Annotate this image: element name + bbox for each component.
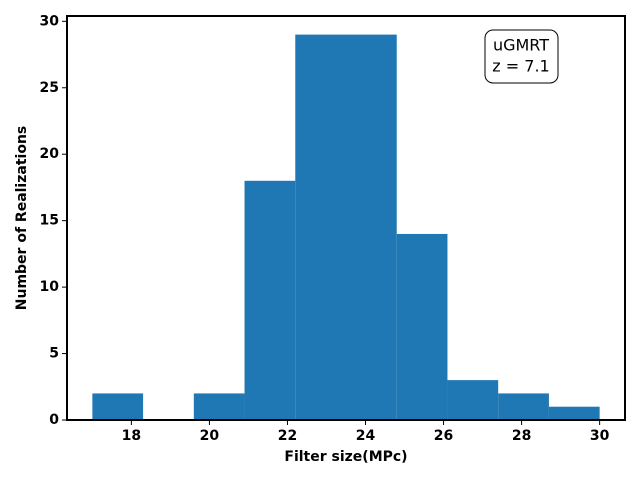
x-tick-label: 30 [590, 428, 610, 444]
y-tick-label: 15 [40, 213, 59, 229]
y-tick-label: 30 [40, 13, 60, 29]
bar [295, 34, 346, 421]
x-tick-label: 20 [200, 428, 220, 444]
x-axis-label: Filter size(MPc) [284, 449, 407, 465]
plot-frame [66, 15, 626, 421]
y-tick-label: 25 [40, 80, 59, 96]
bar [396, 233, 448, 420]
y-tick-label: 10 [40, 279, 60, 295]
annotation-text: uGMRT [493, 36, 549, 55]
y-axis-label: Number of Realizations [14, 126, 30, 310]
annotation-text: z = 7.1 [492, 57, 549, 76]
bar [244, 180, 296, 420]
bar [548, 406, 600, 420]
bar [447, 380, 499, 420]
y-tick-label: 5 [49, 346, 59, 362]
x-tick-label: 26 [434, 428, 453, 444]
annotation-box [484, 29, 559, 84]
bar [346, 34, 397, 421]
x-tick-label: 24 [356, 428, 376, 444]
y-tick-label: 0 [49, 412, 59, 428]
y-tick-label: 20 [40, 146, 60, 162]
bar [193, 393, 245, 420]
x-tick-label: 18 [122, 428, 141, 444]
bar [498, 393, 549, 420]
x-tick-label: 22 [278, 428, 297, 444]
bar [92, 393, 144, 420]
x-tick-label: 28 [512, 428, 531, 444]
